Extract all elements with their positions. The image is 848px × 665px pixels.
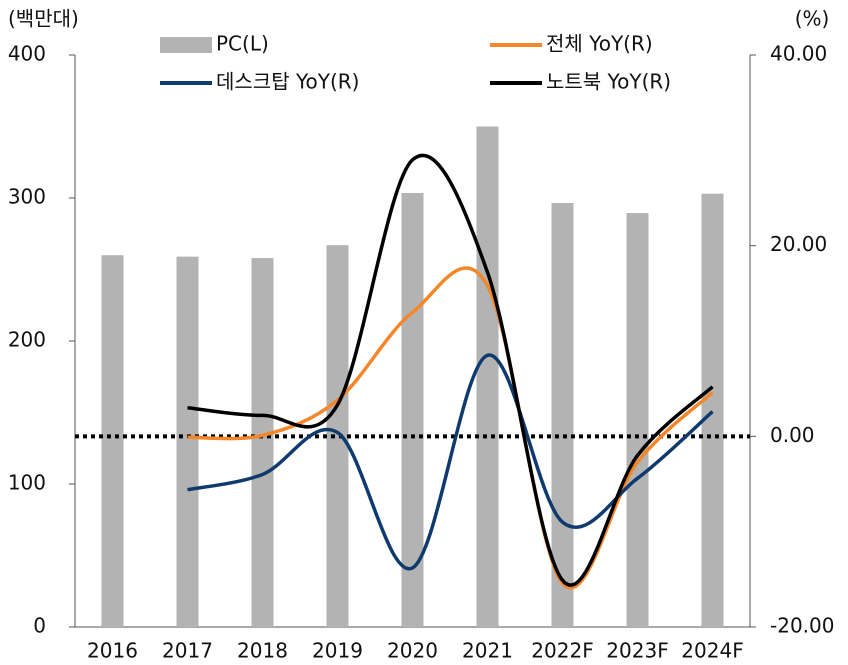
bar (101, 255, 124, 627)
y2-axis-unit: (%) (795, 7, 830, 31)
y-tick-label: 300 (8, 185, 46, 209)
bar (626, 213, 649, 627)
bar (401, 192, 424, 627)
legend-swatch (160, 37, 212, 53)
x-tick-label: 2018 (237, 639, 288, 663)
y-tick-label: 400 (8, 42, 46, 66)
y2-tick-label: 0.00 (770, 423, 815, 447)
y-tick-label: 200 (8, 328, 46, 352)
x-tick-label: 2020 (387, 639, 438, 663)
x-tick-label: 2023F (606, 639, 668, 663)
bar (476, 126, 499, 627)
x-tick-label: 2016 (87, 639, 138, 663)
legend-label: PC(L) (216, 32, 269, 56)
legend-label: 데스크탑 YoY(R) (216, 70, 359, 94)
bar (251, 258, 274, 627)
y2-tick-label: 20.00 (770, 232, 827, 256)
y-tick-label: 0 (33, 614, 46, 638)
y2-tick-label: 40.00 (770, 42, 827, 66)
x-tick-label: 2022F (531, 639, 593, 663)
x-tick-label: 2017 (162, 639, 213, 663)
legend-label: 노트북 YoY(R) (546, 70, 671, 94)
x-tick-label: 2024F (681, 639, 743, 663)
bar (701, 193, 724, 627)
line-series (187, 153, 714, 587)
x-tick-label: 2021 (462, 639, 513, 663)
x-tick-label: 2019 (312, 639, 363, 663)
bar (326, 245, 349, 627)
legend-label: 전체 YoY(R) (546, 32, 653, 56)
y-tick-label: 100 (8, 471, 46, 495)
y2-tick-label: -20.00 (770, 614, 834, 638)
bar (551, 203, 574, 627)
bar (176, 256, 199, 627)
y-axis-unit: (백만대) (8, 7, 79, 31)
